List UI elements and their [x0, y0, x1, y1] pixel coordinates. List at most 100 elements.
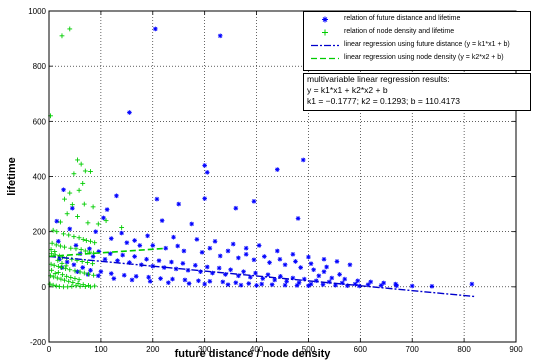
data-point: [64, 273, 70, 279]
data-point: [98, 269, 104, 274]
data-point: [62, 244, 67, 250]
data-point: [275, 248, 280, 254]
data-point: [324, 264, 329, 270]
data-point: [182, 277, 188, 283]
data-point: [61, 187, 66, 193]
data-point: [108, 236, 114, 241]
data-point: [275, 167, 280, 172]
data-point: [101, 215, 106, 221]
legend-label: relation of future distance and lifetime: [344, 15, 461, 22]
data-point: [81, 201, 87, 207]
data-point: [58, 219, 63, 225]
data-point: [56, 239, 61, 244]
data-point: [69, 283, 75, 289]
legend-label: linear regression using future distance …: [344, 41, 510, 48]
data-point: [108, 271, 114, 276]
data-point: [75, 281, 81, 286]
data-point: [241, 269, 246, 274]
data-point: [71, 171, 77, 177]
data-point: [217, 253, 223, 259]
data-point: [146, 274, 151, 280]
data-point: [114, 193, 119, 199]
data-point: [67, 26, 73, 32]
legend-label: relation of node density and lifetime: [344, 28, 455, 35]
data-point: [251, 199, 257, 204]
data-point: [193, 263, 198, 268]
data-point: [133, 274, 139, 279]
data-point: [204, 170, 210, 175]
data-point: [186, 281, 192, 286]
data-point: [127, 110, 132, 115]
data-point: [156, 258, 162, 263]
asterisk-marker-icon: [322, 16, 328, 23]
data-point: [68, 245, 74, 251]
data-point: [253, 270, 258, 276]
data-point: [181, 248, 187, 254]
y-tick-label: 1000: [28, 7, 46, 16]
data-point: [293, 259, 298, 264]
data-point: [79, 259, 85, 264]
y-tick-label: 800: [33, 62, 47, 71]
data-point: [84, 260, 90, 265]
data-point: [73, 246, 79, 252]
data-point: [220, 279, 226, 285]
data-point: [76, 235, 82, 241]
data-point: [294, 283, 300, 288]
data-point: [320, 282, 326, 287]
data-point: [54, 229, 60, 235]
data-point: [159, 218, 165, 223]
data-point: [120, 252, 125, 258]
data-point: [80, 180, 86, 186]
data-point: [381, 280, 386, 286]
data-point: [170, 276, 175, 282]
data-point: [103, 218, 109, 224]
data-point: [80, 265, 86, 270]
regression-line-node-density: [48, 247, 166, 258]
data-point: [212, 239, 218, 244]
data-point: [243, 245, 249, 251]
data-point: [129, 277, 135, 283]
data-point: [176, 201, 182, 207]
data-point: [76, 277, 82, 283]
data-point: [175, 243, 180, 249]
dashed-line-icon: [311, 57, 339, 60]
data-point: [90, 204, 96, 210]
data-point: [171, 234, 176, 240]
results-title: multivariable linear regression results:: [307, 74, 450, 84]
data-point: [144, 256, 149, 262]
data-point: [86, 271, 91, 277]
data-point: [93, 229, 98, 234]
dashdot-line-icon: [311, 44, 339, 47]
data-point: [54, 218, 60, 224]
data-point: [69, 256, 75, 262]
data-point: [51, 262, 57, 268]
data-point: [154, 196, 160, 202]
data-point: [115, 258, 120, 263]
data-point: [59, 265, 64, 270]
legend-label: linear regression using node density (y …: [344, 54, 504, 61]
data-point: [66, 278, 72, 284]
data-point: [67, 190, 73, 196]
data-point: [50, 227, 56, 233]
data-point: [259, 281, 265, 287]
data-point: [296, 280, 302, 285]
data-point: [49, 251, 54, 257]
data-point: [321, 269, 327, 274]
data-point: [262, 254, 267, 259]
data-point: [72, 276, 78, 281]
y-tick-label: 200: [33, 228, 47, 237]
data-point: [150, 243, 156, 248]
data-point: [88, 267, 93, 273]
data-point: [65, 284, 71, 290]
data-point: [55, 264, 61, 269]
data-point: [306, 283, 311, 289]
data-point: [316, 273, 322, 279]
data-point: [267, 260, 272, 265]
legend: relation of future distance and lifetime…: [303, 11, 531, 71]
data-point: [238, 282, 244, 288]
data-point: [55, 257, 61, 263]
data-point: [83, 238, 89, 243]
data-point: [64, 259, 70, 265]
data-point: [63, 263, 69, 269]
data-point: [92, 240, 98, 246]
